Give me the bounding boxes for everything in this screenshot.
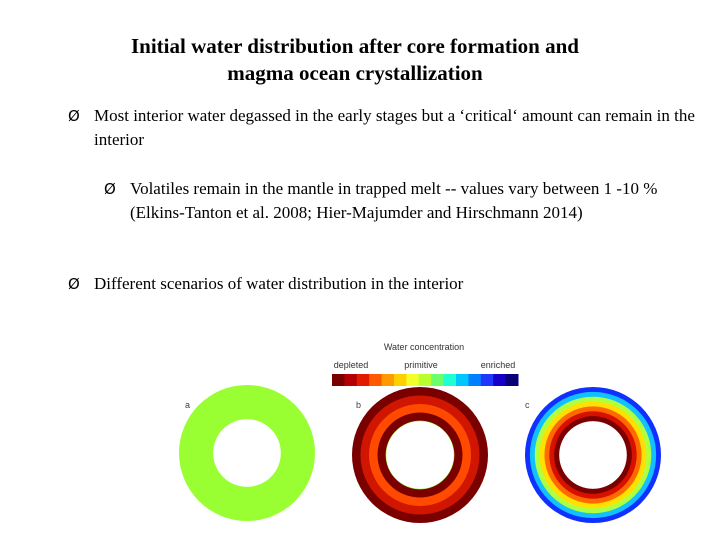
colorbar-segment [381, 374, 395, 386]
arrow-bullet-icon: Ø [104, 180, 116, 198]
colorbar-label-enriched: enriched [481, 360, 516, 370]
panel-label: c [525, 400, 530, 410]
panel-b: b [352, 387, 488, 523]
colorbar-segment [443, 374, 457, 386]
panel-label: b [356, 400, 361, 410]
colorbar-segment [493, 374, 507, 386]
figure-svg: Water concentration depleted primitive e… [179, 342, 661, 523]
panel-c: c [525, 387, 661, 523]
colorbar-segment [394, 374, 407, 386]
slide-title: Initial water distribution after core fo… [60, 33, 650, 87]
bullet-text: Most interior water degassed in the earl… [94, 106, 695, 149]
colorbar-segment [406, 374, 420, 386]
water-distribution-figure: Water concentration depleted primitive e… [175, 335, 675, 535]
colorbar [332, 374, 519, 386]
bullet-scenarios: Ø Different scenarios of water distribut… [68, 272, 698, 296]
colorbar-label-primitive: primitive [404, 360, 438, 370]
bullet-text: Different scenarios of water distributio… [94, 274, 464, 293]
colorbar-segment [431, 374, 445, 386]
colorbar-segment [468, 374, 482, 386]
colorbar-label-depleted: depleted [334, 360, 369, 370]
colorbar-segment [344, 374, 358, 386]
colorbar-segment [369, 374, 383, 386]
bullet-interior-water: Ø Most interior water degassed in the ea… [68, 104, 698, 152]
bullet-text: Volatiles remain in the mantle in trappe… [130, 179, 658, 222]
inner-edge [558, 420, 628, 490]
arrow-bullet-icon: Ø [68, 107, 80, 125]
colorbar-title: Water concentration [384, 342, 464, 352]
inner-edge [385, 420, 455, 490]
arrow-bullet-icon: Ø [68, 275, 80, 293]
colorbar-segment [456, 374, 469, 386]
slide-title-line-1: Initial water distribution after core fo… [131, 34, 579, 58]
core-hole [213, 419, 281, 487]
colorbar-segment [332, 374, 345, 386]
colorbar-segment [505, 374, 519, 386]
core-hole [559, 421, 627, 489]
inner-edge [212, 418, 282, 488]
bullet-trapped-melt: Ø Volatiles remain in the mantle in trap… [104, 177, 704, 225]
colorbar-segment [418, 374, 432, 386]
colorbar-segment [356, 374, 370, 386]
core-hole [386, 421, 454, 489]
colorbar-segment [480, 374, 494, 386]
slide-title-line-2: magma ocean crystallization [227, 61, 483, 85]
panel-a: a [179, 385, 315, 521]
panel-label: a [185, 400, 190, 410]
